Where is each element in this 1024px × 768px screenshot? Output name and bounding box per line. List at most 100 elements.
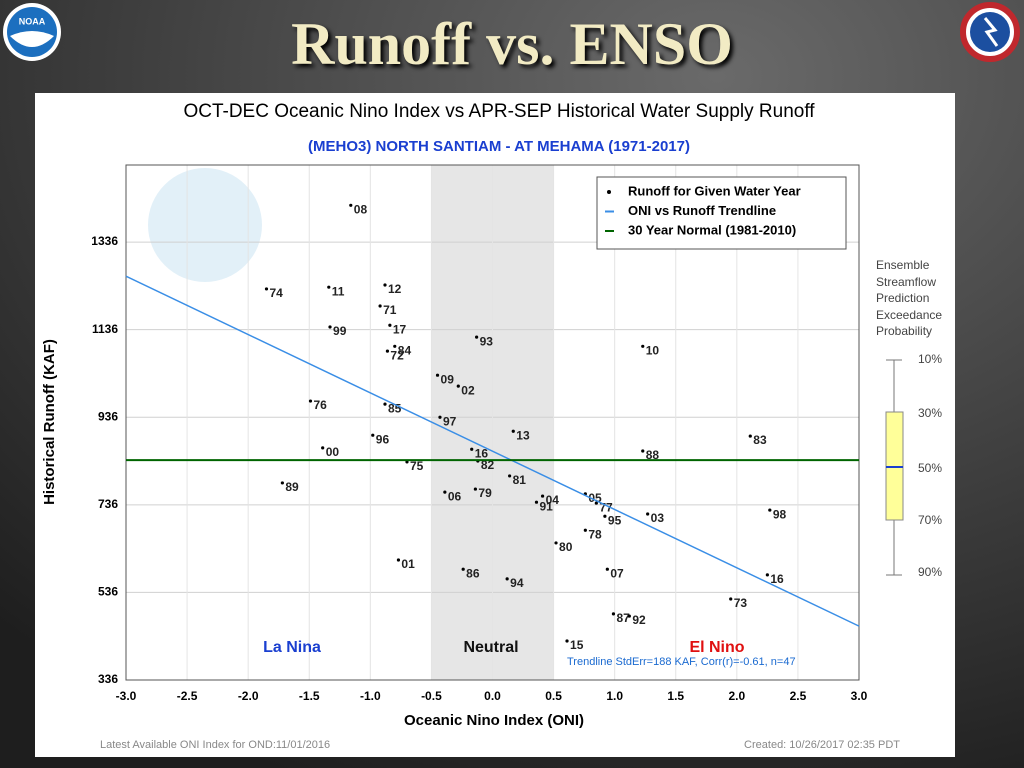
point-label: 00 (326, 445, 340, 459)
point-label: 92 (632, 613, 646, 627)
x-tick-label: 2.5 (790, 689, 807, 703)
point-label: 78 (588, 527, 602, 541)
x-tick-label: 1.0 (606, 689, 623, 703)
logo-text: NOAA (19, 16, 46, 26)
x-tick-label: -1.5 (299, 689, 320, 703)
level-label: 10% (918, 352, 942, 366)
data-point (378, 304, 382, 308)
x-axis-label: Oceanic Nino Index (ONI) (404, 712, 584, 729)
level-label: 70% (918, 513, 942, 527)
slide-title: Runoff vs. ENSO (291, 11, 733, 77)
x-tick-label: 1.5 (667, 689, 684, 703)
legend-label: Runoff for Given Water Year (628, 183, 801, 198)
point-label: 82 (481, 458, 495, 472)
data-point (765, 573, 769, 577)
nws-logo (960, 2, 1020, 62)
point-label: 16 (770, 572, 784, 586)
point-label: 15 (570, 638, 584, 652)
data-point (594, 501, 598, 505)
point-label: 75 (410, 459, 424, 473)
x-tick-label: -0.5 (421, 689, 442, 703)
data-point (327, 285, 331, 289)
point-label: 89 (285, 480, 299, 494)
x-tick-label: 0.0 (484, 689, 501, 703)
legend-label: 30 Year Normal (1981-2010) (628, 222, 796, 237)
x-tick-label: -2.0 (238, 689, 259, 703)
data-point (383, 402, 387, 406)
point-label: 10 (646, 343, 660, 357)
point-label: 72 (390, 348, 404, 362)
point-label: 83 (753, 433, 767, 447)
logo-band (960, 2, 1020, 62)
level-label: 30% (918, 406, 942, 420)
point-label: 93 (480, 334, 494, 348)
data-point (605, 567, 609, 571)
point-label: 86 (466, 566, 480, 580)
data-point (388, 323, 392, 327)
series-line (125, 275, 860, 627)
point-label: 71 (383, 303, 397, 317)
data-point (321, 446, 325, 450)
data-point (456, 384, 460, 388)
point-label: 03 (651, 511, 665, 525)
point-label: 97 (443, 414, 457, 428)
point-label: 87 (616, 611, 630, 625)
point-label: 95 (608, 513, 622, 527)
point-label: 07 (610, 566, 624, 580)
y-tick-label: 536 (98, 585, 118, 599)
y-tick-label: 1136 (92, 322, 118, 336)
legend-label: ONI vs Runoff Trendline (628, 203, 776, 218)
point-label: 76 (313, 398, 327, 412)
exceedance-title: Prediction (876, 291, 929, 305)
logo-bird (10, 31, 54, 47)
data-point (627, 614, 631, 618)
region-label: La Nina (263, 639, 321, 656)
point-label: 98 (773, 507, 787, 521)
point-label: 94 (510, 576, 524, 590)
chart-subtitle: (MEHO3) NORTH SANTIAM - AT MEHAMA (1971-… (308, 138, 690, 155)
point-label: 17 (393, 322, 407, 336)
data-point (729, 597, 733, 601)
x-tick-label: -1.0 (360, 689, 381, 703)
data-point (534, 500, 539, 504)
point-label: 01 (401, 557, 415, 571)
plot-area: NOAA33653673693611361336-3.0-2.5-2.0-1.5… (91, 164, 868, 703)
data-point (383, 283, 387, 287)
legend-box (596, 176, 847, 250)
data-point (328, 325, 332, 329)
data-point (646, 512, 650, 516)
y-tick-label: 336 (98, 672, 118, 686)
point-label: 08 (354, 202, 368, 216)
exceedance-title: Exceedance (876, 308, 942, 322)
data-point (641, 449, 645, 453)
level-label: 90% (918, 565, 942, 579)
footer-left: Latest Available ONI Index for OND:11/01… (100, 739, 330, 751)
data-point (438, 415, 442, 419)
plot-frame (125, 164, 860, 681)
data-point (308, 399, 313, 403)
x-tick-label: -3.0 (116, 689, 137, 703)
data-point (611, 612, 616, 616)
data-point (748, 434, 752, 438)
exceedance-title: Ensemble (876, 258, 930, 272)
data-point (554, 541, 558, 545)
point-label: 04 (546, 493, 560, 507)
x-tick-label: 2.0 (728, 689, 745, 703)
stats-annotation: Trendline StdErr=188 KAF, Corr(r)=-0.61,… (567, 656, 796, 668)
data-point (443, 490, 447, 494)
noaa-logo: NOAA (3, 3, 61, 61)
data-point (371, 433, 375, 437)
x-tick-label: 0.5 (545, 689, 562, 703)
point-label: 02 (461, 383, 475, 397)
legend-marker (607, 190, 611, 194)
point-label: 79 (478, 486, 492, 500)
point-label: 96 (376, 432, 390, 446)
data-point (641, 344, 645, 348)
data-point (768, 508, 772, 512)
point-label: 85 (388, 401, 402, 415)
chart-title: OCT-DEC Oceanic Nino Index vs APR-SEP Hi… (183, 101, 815, 122)
level-label: 50% (918, 461, 942, 475)
data-point (473, 487, 477, 491)
watermark-disc (148, 168, 262, 282)
